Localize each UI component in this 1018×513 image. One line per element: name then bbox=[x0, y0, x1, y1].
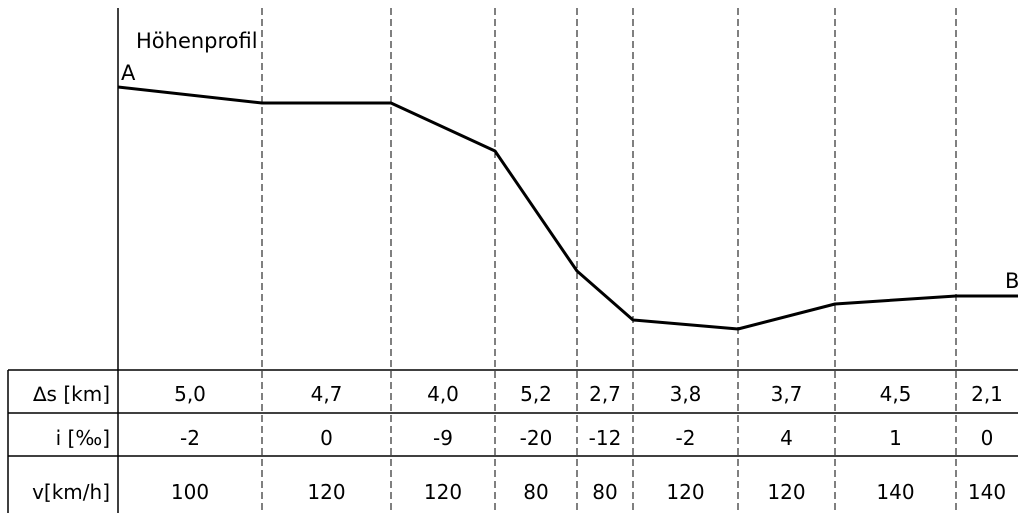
table-row-header: i [‰] bbox=[56, 426, 110, 450]
table-cell-ds: 4,7 bbox=[311, 382, 343, 406]
table-cell-i: -9 bbox=[433, 426, 453, 450]
table-cell-v: 100 bbox=[171, 480, 209, 504]
table-row-header: v[km/h] bbox=[32, 480, 110, 504]
table-cell-i: 0 bbox=[320, 426, 333, 450]
table-cell-i: 4 bbox=[780, 426, 793, 450]
table-cell-i: 1 bbox=[889, 426, 902, 450]
table-row-header: ∆s [km] bbox=[32, 382, 110, 406]
diagram-title: Höhenprofil bbox=[136, 29, 258, 53]
table-cell-ds: 4,0 bbox=[427, 382, 459, 406]
diagram-grid bbox=[117, 8, 957, 513]
end-point-label: B bbox=[1005, 269, 1018, 293]
table-cell-ds: 3,8 bbox=[670, 382, 702, 406]
table-cell-i: -2 bbox=[676, 426, 696, 450]
table-cell-v: 120 bbox=[424, 480, 462, 504]
table-cell-v: 120 bbox=[767, 480, 805, 504]
table-cell-ds: 5,0 bbox=[174, 382, 206, 406]
table-cell-v: 120 bbox=[666, 480, 704, 504]
table-cell-ds: 2,1 bbox=[971, 382, 1003, 406]
table-cell-v: 140 bbox=[968, 480, 1006, 504]
table-cell-ds: 4,5 bbox=[880, 382, 912, 406]
table-cell-ds: 3,7 bbox=[771, 382, 803, 406]
table-cell-i: -20 bbox=[520, 426, 553, 450]
table-cell-v: 80 bbox=[523, 480, 548, 504]
table-cell-v: 140 bbox=[876, 480, 914, 504]
table-cell-v: 80 bbox=[592, 480, 617, 504]
table-cell-v: 120 bbox=[307, 480, 345, 504]
elevation-profile-line bbox=[117, 85, 1018, 331]
table-cell-i: -2 bbox=[180, 426, 200, 450]
table-cell-i: 0 bbox=[981, 426, 994, 450]
start-point-label: A bbox=[121, 61, 136, 85]
segment-table: ∆s [km] i [‰] v[km/h] 5,0 -2 100 4,7 0 120 4,0 -9 1… bbox=[7, 369, 1018, 513]
table-cell-i: -12 bbox=[589, 426, 622, 450]
table-cell-ds: 5,2 bbox=[520, 382, 552, 406]
table-cell-ds: 2,7 bbox=[589, 382, 621, 406]
